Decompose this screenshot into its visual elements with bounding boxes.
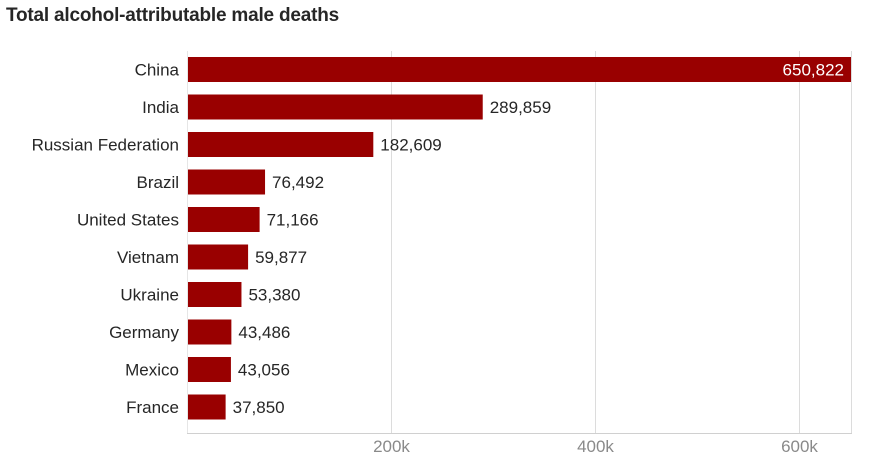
x-tick-label: 600k — [781, 437, 818, 456]
bar[interactable] — [187, 169, 266, 195]
x-tick-label: 200k — [373, 437, 410, 456]
chart-title: Total alcohol-attributable male deaths — [6, 5, 340, 26]
x-axis: 200k 400k 600k — [187, 51, 852, 456]
bar[interactable] — [187, 57, 851, 82]
category-label: India — [142, 98, 179, 117]
value-label: 43,056 — [238, 361, 290, 380]
category-label: China — [135, 61, 180, 80]
bar[interactable] — [187, 282, 242, 307]
value-labels-group: 650,822 289,859 182,609 76,492 71,166 59,877 5… — [233, 61, 844, 418]
category-label: Brazil — [136, 173, 179, 192]
bar[interactable] — [187, 207, 260, 232]
category-label: Germany — [109, 323, 179, 342]
bar[interactable] — [187, 94, 483, 120]
category-label: United States — [77, 211, 179, 230]
value-label: 289,859 — [490, 98, 551, 117]
value-label: 71,166 — [267, 211, 319, 230]
category-labels-group: China India Russian Federation Brazil United… — [32, 61, 180, 418]
bar[interactable] — [187, 244, 249, 270]
value-label: 43,486 — [238, 323, 290, 342]
value-label: 650,822 — [783, 61, 844, 80]
bar[interactable] — [187, 319, 232, 345]
value-label: 37,850 — [233, 398, 285, 417]
category-label: Vietnam — [117, 248, 179, 267]
value-label: 182,609 — [380, 136, 441, 155]
category-label: Russian Federation — [32, 136, 179, 155]
bar[interactable] — [187, 132, 374, 157]
bars-group — [187, 57, 851, 420]
x-tick-label: 400k — [577, 437, 614, 456]
category-label: France — [126, 398, 179, 417]
bar[interactable] — [187, 394, 226, 420]
category-label: Mexico — [125, 361, 179, 380]
value-label: 53,380 — [248, 286, 300, 305]
value-label: 76,492 — [272, 173, 324, 192]
bar[interactable] — [187, 357, 231, 382]
category-label: Ukraine — [120, 286, 179, 305]
value-label: 59,877 — [255, 248, 307, 267]
